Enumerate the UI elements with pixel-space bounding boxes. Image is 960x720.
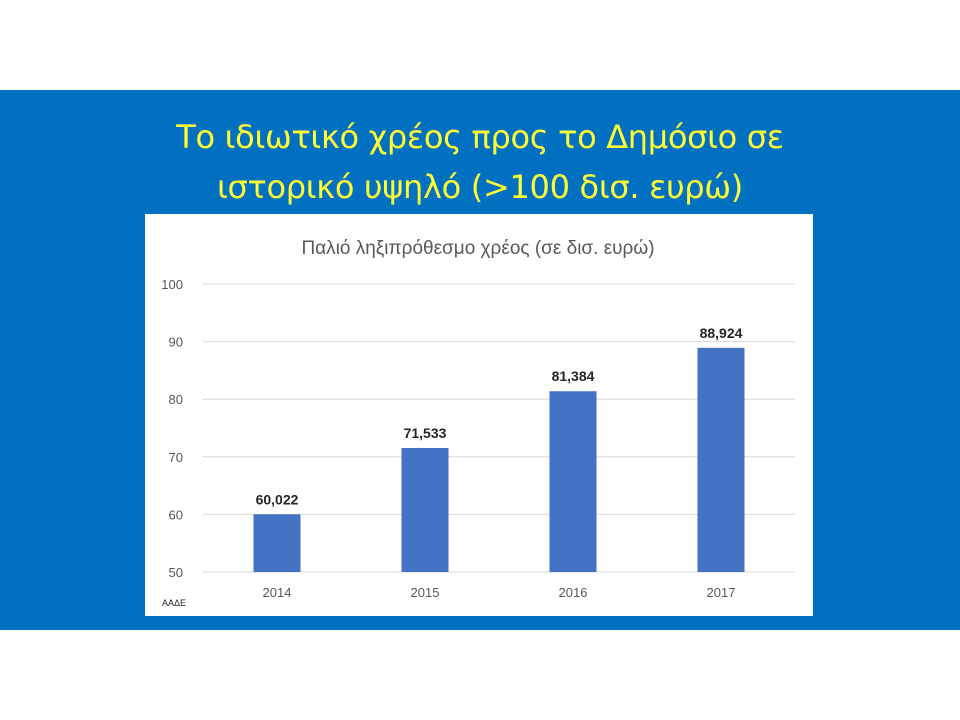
x-axis: 2014 2015 2016 2017 [263,585,736,600]
slide-title: Το ιδιωτικό χρέος προς το Δημόσιο σε ιστ… [0,112,960,212]
gridlines [203,283,795,573]
y-tick-label: 90 [169,335,183,350]
y-tick-label: 100 [161,277,183,292]
bar [253,514,301,572]
y-tick-label: 50 [169,565,183,580]
bar [401,447,449,572]
bar-chart: 60,022 71,533 81,384 88,924 50 60 70 80 90 100 2… [161,238,795,600]
bar [697,347,745,572]
chart-title: Παλιό ληξιπρόθεσμο χρέος (σε δισ. ευρώ) [301,238,654,259]
data-labels: 60,022 71,533 81,384 88,924 [256,325,743,507]
x-tick-label: 2016 [559,585,588,600]
y-tick-label: 80 [169,392,183,407]
y-axis: 50 60 70 80 90 100 [161,277,183,580]
chart-card: 60,022 71,533 81,384 88,924 50 60 70 80 90 100 2… [145,214,813,616]
x-tick-label: 2015 [411,585,440,600]
data-label: 71,533 [404,425,447,441]
x-tick-label: 2014 [263,585,292,600]
bars [253,347,745,572]
x-tick-label: 2017 [707,585,736,600]
source-note: ΑΑΔΕ [162,598,187,608]
data-label: 60,022 [256,491,299,507]
y-tick-label: 70 [169,450,183,465]
y-tick-label: 60 [169,507,183,522]
slide-title-line-2: ιστορικό υψηλό (>100 δισ. ευρώ) [217,168,743,206]
bar [549,391,597,572]
slide-title-line-1: Το ιδιωτικό χρέος προς το Δημόσιο σε [176,118,784,156]
data-label: 88,924 [700,325,743,341]
data-label: 81,384 [552,368,595,384]
